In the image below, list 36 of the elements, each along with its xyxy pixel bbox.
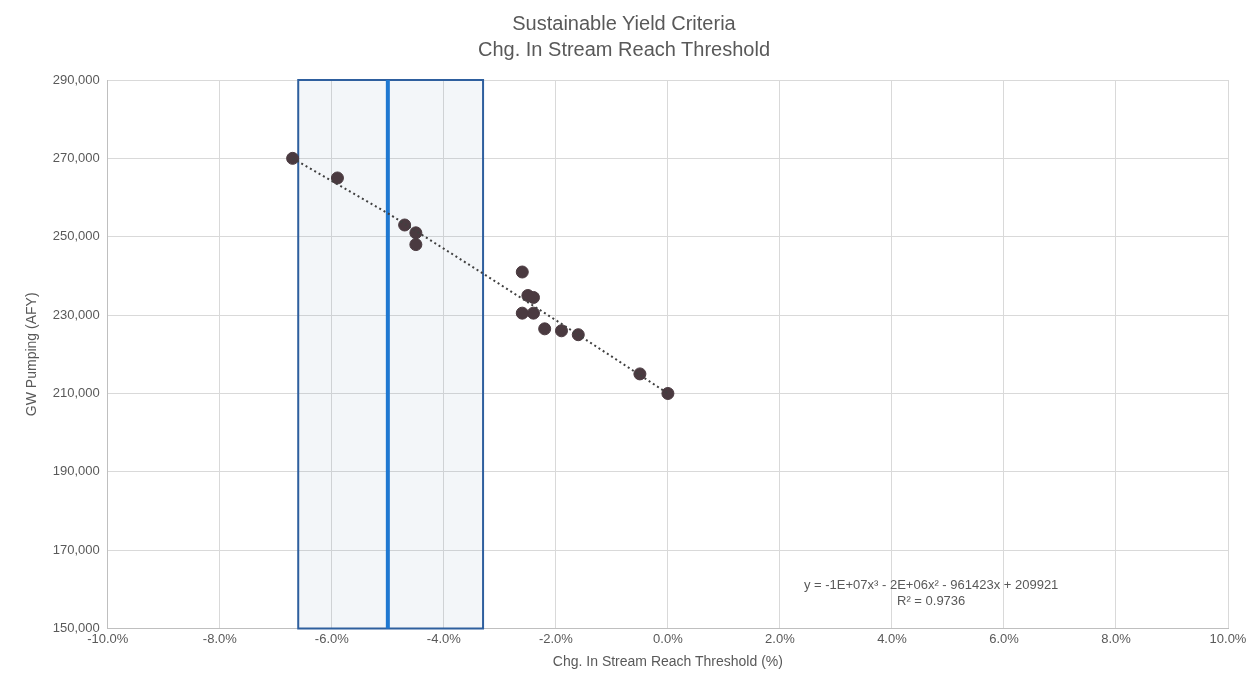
point	[554, 324, 568, 338]
point	[526, 306, 540, 320]
x-tick-label: -8.0%	[202, 630, 238, 646]
y-tick-label: 230,000	[52, 306, 100, 322]
x-axis-title: Chg. In Stream Reach Threshold (%)	[552, 653, 783, 670]
point	[515, 306, 529, 320]
x-tick-label: 8.0%	[1101, 630, 1132, 646]
chart-title: Sustainable Yield Criteria	[512, 11, 737, 34]
x-tick-label: 4.0%	[877, 630, 908, 646]
y-axis-title: GW Pumping (AFY)	[23, 292, 40, 417]
x-tick-label: 6.0%	[989, 630, 1020, 646]
x-tick-label: 2.0%	[765, 630, 796, 646]
y-tick-label: 250,000	[52, 228, 100, 244]
point	[571, 328, 585, 342]
y-tick-label: 210,000	[52, 385, 100, 401]
point	[515, 265, 529, 279]
x-tick-label: -2.0%	[538, 630, 574, 646]
annotation: y = -1E+07x³ - 2E+06x² - 961423x + 209921	[803, 576, 1059, 592]
y-tick-label: 170,000	[52, 541, 100, 557]
y-tick-label: 290,000	[52, 71, 100, 87]
y-tick-label: 270,000	[52, 149, 100, 165]
point	[330, 171, 344, 185]
point	[633, 367, 647, 381]
point	[538, 322, 552, 336]
point	[286, 151, 300, 165]
x-tick-label: 10.0%	[1209, 630, 1247, 646]
y-tick-label: 190,000	[52, 463, 100, 479]
point	[398, 218, 412, 232]
point	[409, 226, 423, 240]
chart-subtitle: Chg. In Stream Reach Threshold	[477, 37, 771, 60]
point	[409, 238, 423, 252]
x-tick-label: -4.0%	[426, 630, 462, 646]
x-tick-label: -6.0%	[314, 630, 350, 646]
point	[661, 386, 675, 400]
annotation: R² = 0.9736	[897, 592, 966, 608]
x-tick-label: 0.0%	[653, 630, 684, 646]
